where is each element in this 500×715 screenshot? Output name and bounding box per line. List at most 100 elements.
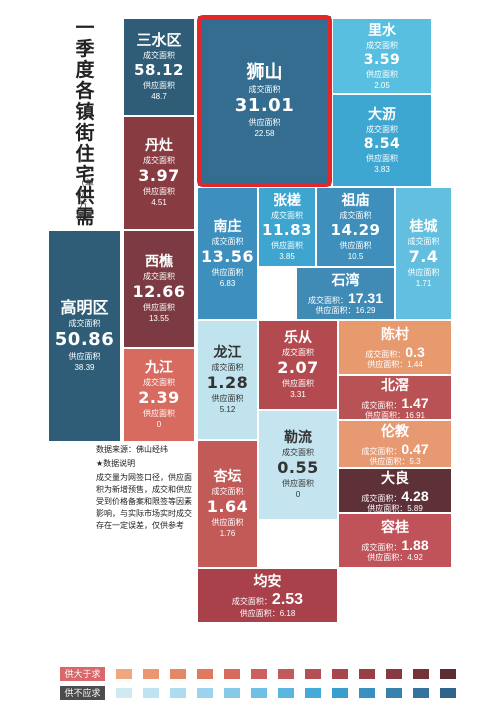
tile-deal-label: 成交面积 <box>407 236 440 246</box>
tile-8: 九江 成交面积 2.39 供应面积 0 <box>123 348 195 442</box>
tile-deal-value: 14.29 <box>330 220 381 239</box>
tile-deal-label: 成交面积 <box>282 348 314 357</box>
tile-name: 大沥 <box>368 106 396 123</box>
tile-9: 南庄 成交面积 13.56 供应面积 6.83 <box>197 187 258 320</box>
tile-deal-label: 成交面积 <box>143 51 175 60</box>
legend-over-label: 供大于求 <box>60 667 105 681</box>
tile-name: 乐从 <box>284 330 312 346</box>
producer-credit: 制图：南都佛山 <box>278 523 334 532</box>
chart-title: 一季度各镇街住宅供需 <box>75 17 95 228</box>
tile-deal-row: 成交面积：1.47 <box>339 395 451 414</box>
tile-6: 西樵 成交面积 12.66 供应面积 13.55 <box>123 230 195 348</box>
tile-deal-row: 成交面积：0.47 <box>339 441 451 460</box>
tile-name: 勒流 <box>284 430 312 446</box>
tile-supply-label: 供应面积 <box>271 240 303 250</box>
tile-supply-value: 1.76 <box>219 529 236 538</box>
tile-supply-value: 3.31 <box>290 390 306 399</box>
tile-11: 祖庙 成交面积 14.29 供应面积 10.5 <box>316 187 395 267</box>
legend-under: 供不应求 <box>60 686 470 700</box>
tile-deal-label: 成交面积： <box>361 446 402 456</box>
tile-10: 张槎 成交面积 11.83 供应面积 3.85 <box>258 187 316 267</box>
legend-swatch <box>143 688 159 698</box>
tile-supply-value: 6.83 <box>219 278 236 288</box>
tile-name: 九江 <box>145 360 173 376</box>
unit-label: （单位：万㎡） <box>76 178 95 221</box>
tile-deal-value: 0.55 <box>277 458 319 477</box>
legend-swatch <box>359 669 375 679</box>
tile-supply-value: 0 <box>156 420 162 429</box>
tile-deal-value: 7.4 <box>408 246 439 266</box>
tile-supply-value: 3.83 <box>374 164 390 174</box>
tile-20: 杏坛 成交面积 1.64 供应面积 1.76 <box>197 440 258 568</box>
legend-swatch <box>197 688 213 698</box>
tile-deal-label: 成交面积 <box>366 124 398 134</box>
legend-swatch <box>386 669 402 679</box>
tile-deal-value: 1.47 <box>401 395 429 411</box>
tile-deal-value: 12.66 <box>132 282 186 301</box>
legend-swatch <box>386 688 402 698</box>
tile-deal-label: 成交面积： <box>365 350 406 359</box>
tile-16: 陈村 成交面积：0.3 供应面积：1.44 <box>338 320 452 375</box>
tile-supply-value: 1.71 <box>415 278 432 288</box>
tile-deal-label: 成交面积 <box>68 319 101 328</box>
tile-deal-value: 2.53 <box>271 591 304 608</box>
tile-supply-value: 3.85 <box>279 251 295 261</box>
tile-supply-value: 2.05 <box>374 81 390 90</box>
legend-swatch <box>170 669 186 679</box>
tile-deal-label: 成交面积 <box>271 210 303 220</box>
tile-name: 里水 <box>368 23 396 39</box>
legend-swatch <box>116 669 132 679</box>
tile-name: 高明区 <box>60 298 109 317</box>
tile-supply-label: 供应面积 <box>143 187 175 196</box>
tile-deal-value: 58.12 <box>134 61 184 79</box>
tile-supply-row: 供应面积：1.44 <box>367 360 423 369</box>
tile-supply-row: 供应面积：6.18 <box>239 609 296 618</box>
tile-name: 容桂 <box>381 520 409 536</box>
legend-swatch <box>440 688 456 698</box>
tile-deal-value: 1.64 <box>206 497 249 516</box>
tile-supply-label: 供应面积 <box>248 118 281 127</box>
tile-supply-value: 13.55 <box>148 314 170 323</box>
tile-deal-row: 成交面积：17.31 <box>297 290 394 309</box>
tile-deal-value: 8.54 <box>363 135 401 152</box>
tile-deal-label: 成交面积： <box>231 597 272 606</box>
tile-deal-label: 成交面积： <box>361 543 402 552</box>
tile-deal-value: 50.86 <box>54 329 115 350</box>
tile-supply-label: 供应面积 <box>282 479 314 488</box>
tile-supply-label: 供应面积 <box>282 379 314 388</box>
tile-name: 桂城 <box>409 218 438 235</box>
tile-13: 石湾 成交面积：17.31 供应面积：16.29 <box>296 267 395 320</box>
tile-deal-value: 3.59 <box>363 52 401 68</box>
tile-4: 大沥 成交面积 8.54 供应面积 3.83 <box>332 94 432 187</box>
tile-supply-value: 10.5 <box>347 251 364 261</box>
tile-supply-label: 供应面积 <box>143 81 175 90</box>
legend-swatch <box>278 669 294 679</box>
tile-7: 高明区 成交面积 50.86 供应面积 38.39 <box>48 230 121 442</box>
tile-deal-row: 成交面积：2.53 <box>198 591 337 611</box>
tile-21: 大良 成交面积：4.28 供应面积：5.89 <box>338 468 452 513</box>
tile-deal-value: 2.39 <box>138 388 180 407</box>
tile-deal-value: 31.01 <box>234 95 295 116</box>
tile-name: 杏坛 <box>213 469 242 485</box>
highlight-frame <box>197 15 332 187</box>
tile-22: 容桂 成交面积：1.88 供应面积：4.92 <box>338 513 452 568</box>
tile-deal-value: 0.3 <box>405 344 425 360</box>
tile-supply-value: 22.58 <box>254 129 275 138</box>
tile-19: 伦教 成交面积：0.47 供应面积：5.3 <box>338 420 452 468</box>
tile-deal-value: 1.28 <box>206 373 249 392</box>
tile-supply-label: 供应面积 <box>339 240 372 250</box>
legend-swatch <box>224 669 240 679</box>
tile-name: 北滘 <box>381 378 409 394</box>
tile-deal-value: 17.31 <box>347 290 384 306</box>
tile-deal-label: 成交面积： <box>307 296 348 305</box>
tile-supply-value: 0 <box>295 490 301 499</box>
tile-deal-label: 成交面积 <box>211 487 244 496</box>
tile-supply-label: 供应面积 <box>143 303 175 312</box>
tile-supply-label: 供应面积 <box>366 70 398 79</box>
tile-deal-label: 成交面积 <box>248 85 281 94</box>
tile-supply-value: 48.7 <box>151 92 167 101</box>
tile-14: 龙江 成交面积 1.28 供应面积 5.12 <box>197 320 258 440</box>
tile-deal-value: 2.07 <box>277 358 319 377</box>
tile-deal-label: 成交面积 <box>282 448 314 457</box>
legend-swatch <box>305 688 321 698</box>
